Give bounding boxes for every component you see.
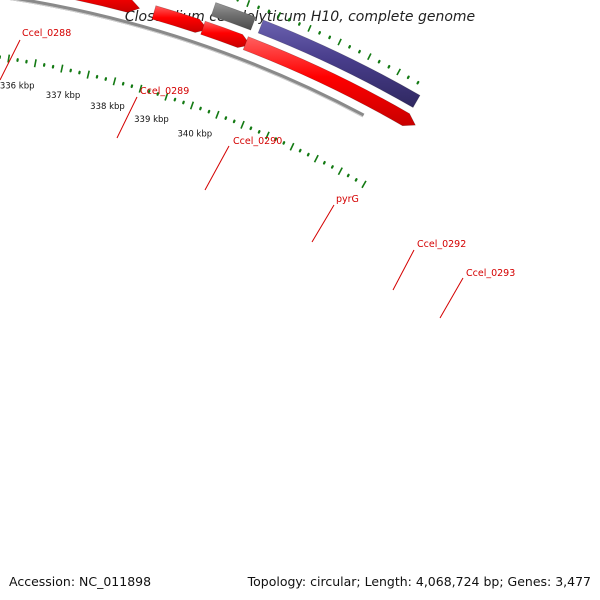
inner-scale-minor-tick bbox=[173, 97, 177, 102]
gene-leader-line bbox=[0, 39, 21, 81]
inner-scale-major-tick bbox=[265, 131, 270, 140]
inner-scale-major-tick bbox=[215, 110, 220, 119]
outer-scale-major-tick bbox=[367, 53, 372, 61]
scale-label-337-kbp: 337 kbp bbox=[46, 91, 81, 101]
inner-scale-major-tick bbox=[60, 64, 64, 73]
outer-scale-minor-tick bbox=[377, 59, 381, 64]
inner-scale-minor-tick bbox=[282, 141, 286, 145]
cds-pyrg-arrow[interactable] bbox=[39, 0, 141, 13]
gene-label-ccel-0288[interactable]: Ccel_0288 bbox=[22, 28, 71, 39]
scale-label-338-kbp: 338 kbp bbox=[90, 102, 125, 112]
outer-scale-major-tick bbox=[396, 68, 402, 76]
inner-scale-major-tick bbox=[361, 180, 367, 189]
inner-scale-major-tick bbox=[189, 101, 195, 110]
inner-scale-major-tick bbox=[164, 92, 169, 101]
inner-scale-major-tick bbox=[138, 84, 143, 93]
inner-scale-minor-tick bbox=[207, 109, 211, 114]
inner-scale-minor-tick bbox=[306, 152, 310, 157]
inner-scale-minor-tick bbox=[354, 178, 358, 182]
inner-scale-major-tick bbox=[240, 120, 245, 129]
genome-backbone-highlight bbox=[9, 0, 363, 118]
inner-scale-minor-tick bbox=[274, 137, 278, 141]
outer-scale-minor-tick bbox=[297, 22, 301, 26]
cds-ccel-0292-arrow[interactable] bbox=[151, 5, 209, 33]
cds-ccel-0293a-arrow[interactable] bbox=[200, 20, 251, 48]
inner-scale-minor-tick bbox=[199, 106, 202, 111]
cog-ccel-0294-box[interactable] bbox=[257, 19, 421, 108]
genome-backbone-arc bbox=[9, 0, 365, 118]
scale-label-339-kbp: 339 kbp bbox=[134, 115, 169, 125]
gene-label-ccel-0293[interactable]: Ccel_0293 bbox=[466, 268, 515, 279]
gene-label-ccel-0289[interactable]: Ccel_0289 bbox=[140, 86, 189, 97]
genome-stats-text: Topology: circular; Length: 4,068,724 bp… bbox=[247, 574, 591, 589]
accession-text: Accession: NC_011898 bbox=[9, 574, 152, 589]
inner-scale-major-tick bbox=[112, 77, 117, 86]
gene-label-ccel-0292[interactable]: Ccel_0292 bbox=[417, 239, 466, 250]
outer-scale-major-tick bbox=[246, 0, 251, 8]
outer-scale-minor-tick bbox=[387, 64, 391, 69]
cds-ccel-0293b-arrow[interactable] bbox=[242, 36, 416, 127]
inner-scale-minor-tick bbox=[249, 126, 253, 131]
scale-label-340-kbp: 340 kbp bbox=[178, 130, 213, 140]
outer-scale-minor-tick bbox=[267, 9, 271, 14]
scale-ticks-layer bbox=[0, 0, 420, 189]
outer-scale-major-tick bbox=[337, 38, 342, 46]
outer-scale-minor-tick bbox=[348, 44, 352, 49]
outer-scale-minor-tick bbox=[416, 80, 420, 85]
backbone-layer bbox=[9, 0, 365, 118]
inner-scale-major-tick bbox=[33, 59, 37, 68]
gene-leader-line bbox=[204, 145, 230, 191]
inner-scale-minor-tick bbox=[182, 100, 185, 105]
inner-scale-minor-tick bbox=[330, 165, 334, 169]
inner-scale-major-tick bbox=[337, 167, 343, 176]
inner-scale-major-tick bbox=[289, 142, 295, 151]
inner-scale-minor-tick bbox=[322, 160, 326, 165]
outer-scale-minor-tick bbox=[318, 30, 322, 35]
scale-label-336-kbp: 336 kbp bbox=[0, 82, 34, 92]
inner-scale-minor-tick bbox=[298, 148, 302, 153]
gene-leader-line bbox=[116, 96, 138, 139]
inner-scale-minor-tick bbox=[224, 116, 228, 120]
inner-scale-major-tick bbox=[7, 54, 11, 63]
gene-leader-line bbox=[311, 204, 335, 243]
gene-label-pyrg[interactable]: pyrG bbox=[336, 194, 359, 205]
outer-scale-minor-tick bbox=[257, 5, 260, 10]
outer-scale-major-tick bbox=[307, 24, 312, 32]
gene-leader-line bbox=[439, 277, 464, 319]
cog-ccel-0293-box[interactable] bbox=[210, 2, 257, 31]
inner-scale-major-tick bbox=[86, 70, 90, 79]
features-layer bbox=[39, 0, 421, 127]
gene-leader-line bbox=[392, 249, 415, 291]
inner-scale-major-tick bbox=[313, 154, 319, 163]
outer-scale-minor-tick bbox=[406, 75, 410, 80]
gene-label-ccel-0290[interactable]: Ccel_0290 bbox=[233, 136, 282, 147]
outer-scale-minor-tick bbox=[358, 49, 361, 54]
inner-scale-minor-tick bbox=[346, 173, 350, 178]
outer-scale-minor-tick bbox=[287, 17, 291, 22]
inner-scale-minor-tick bbox=[232, 119, 236, 124]
labels-layer: 331 kbp332 kbp333 kbp334 kbp335 kbp336 k… bbox=[0, 28, 515, 319]
outer-scale-major-tick bbox=[276, 11, 282, 20]
outer-scale-minor-tick bbox=[328, 35, 332, 40]
inner-scale-minor-tick bbox=[257, 130, 261, 134]
